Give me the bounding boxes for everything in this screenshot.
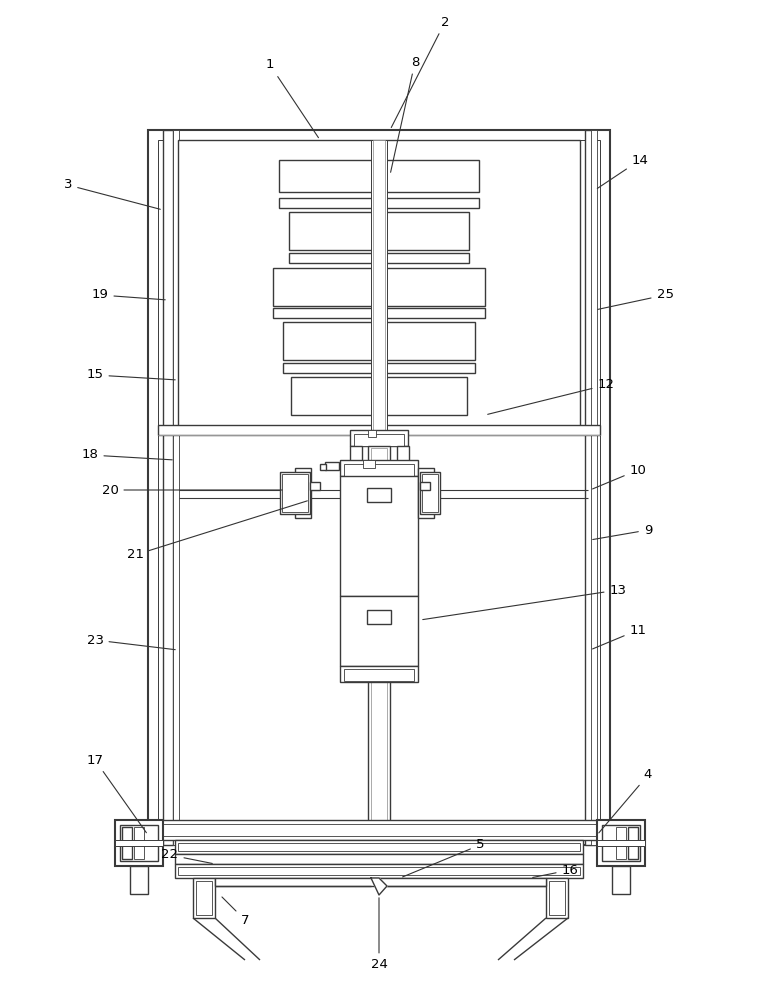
Bar	[368, 446, 390, 836]
Bar	[282, 474, 308, 512]
Bar	[291, 377, 467, 415]
Bar	[173, 130, 179, 845]
Bar	[340, 596, 418, 666]
Bar	[153, 824, 605, 836]
Text: 2: 2	[391, 15, 449, 128]
Text: 21: 21	[127, 501, 307, 562]
Bar	[163, 130, 173, 845]
Bar	[279, 160, 479, 192]
Bar	[597, 820, 645, 866]
Text: 17: 17	[87, 754, 146, 833]
Bar	[367, 610, 391, 624]
Bar	[325, 462, 339, 470]
Bar	[371, 140, 387, 430]
Bar	[215, 878, 546, 886]
Bar	[175, 840, 583, 854]
Bar	[178, 843, 580, 851]
Bar	[310, 482, 320, 490]
Bar	[120, 825, 158, 861]
Bar	[196, 881, 212, 915]
Bar	[340, 476, 418, 596]
Bar	[368, 430, 376, 437]
Bar	[397, 446, 409, 486]
Text: 4: 4	[599, 768, 652, 833]
Bar	[122, 827, 132, 859]
Text: 24: 24	[370, 898, 387, 972]
Bar	[616, 827, 626, 859]
Text: 18: 18	[81, 448, 172, 462]
Bar	[373, 140, 385, 430]
Bar	[158, 140, 600, 835]
Bar	[354, 434, 404, 446]
Bar	[420, 472, 440, 514]
Bar	[367, 488, 391, 502]
Bar	[340, 666, 418, 682]
Bar	[130, 866, 148, 894]
Bar	[273, 268, 485, 306]
Bar	[115, 840, 163, 846]
Bar	[175, 864, 583, 878]
Text: 13: 13	[423, 584, 626, 620]
Bar	[371, 448, 387, 834]
Text: 22: 22	[162, 848, 213, 863]
Bar	[148, 130, 610, 845]
Bar	[612, 866, 630, 894]
Bar	[148, 820, 610, 840]
Bar	[602, 825, 640, 861]
Bar	[193, 878, 215, 918]
Text: 3: 3	[64, 178, 160, 209]
Text: 11: 11	[593, 624, 647, 649]
Bar	[628, 827, 638, 859]
Bar	[289, 212, 469, 250]
Text: 20: 20	[102, 484, 282, 496]
Text: 9: 9	[593, 524, 652, 540]
Text: 10: 10	[593, 464, 647, 489]
Bar	[279, 198, 479, 208]
Bar	[591, 130, 597, 845]
Bar	[115, 820, 163, 866]
Polygon shape	[371, 878, 387, 895]
Bar	[363, 460, 375, 468]
Text: 5: 5	[402, 838, 484, 877]
Text: 19: 19	[92, 288, 165, 302]
Text: 1: 1	[266, 58, 319, 138]
Bar	[175, 854, 583, 864]
Bar	[585, 130, 595, 845]
Bar	[283, 363, 475, 373]
Bar	[597, 840, 645, 846]
Text: 12: 12	[488, 378, 615, 414]
Text: 8: 8	[391, 55, 419, 172]
Text: 15: 15	[87, 368, 175, 381]
Bar	[320, 464, 326, 470]
Bar	[418, 468, 434, 518]
Bar	[134, 827, 144, 859]
Bar	[546, 878, 568, 918]
Bar	[273, 308, 485, 318]
Bar	[344, 669, 414, 681]
Text: 14: 14	[597, 153, 648, 188]
Bar	[422, 474, 438, 512]
Bar	[178, 140, 580, 430]
Text: 25: 25	[598, 288, 673, 309]
Bar	[295, 468, 311, 518]
Bar	[549, 881, 565, 915]
Bar	[283, 322, 475, 360]
Bar	[350, 430, 408, 446]
Text: 16: 16	[533, 863, 578, 877]
Bar	[178, 867, 580, 875]
Bar	[289, 253, 469, 263]
Bar	[344, 464, 414, 476]
Bar	[420, 482, 430, 490]
Text: 7: 7	[222, 897, 249, 926]
Bar	[158, 425, 600, 435]
Text: 23: 23	[87, 634, 175, 650]
Bar	[350, 446, 362, 486]
Bar	[340, 460, 418, 476]
Bar	[280, 472, 310, 514]
